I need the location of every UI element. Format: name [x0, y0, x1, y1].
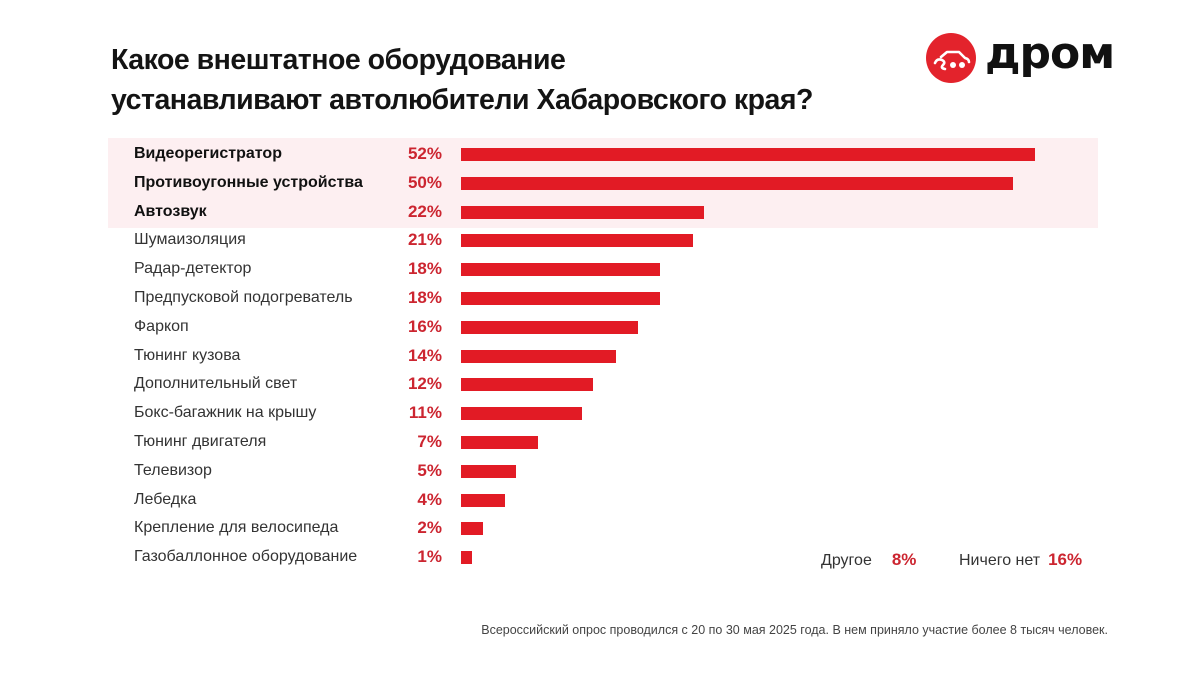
value-label: 52% — [407, 144, 442, 163]
category-label: Радар-детектор — [134, 260, 252, 278]
category-label: Дополнительный свет — [134, 375, 298, 393]
value-label: 12% — [407, 374, 442, 394]
bar — [461, 378, 594, 392]
value-label: 50% — [407, 172, 442, 192]
bar — [461, 148, 1035, 161]
extra-label: Другое — [821, 552, 872, 569]
category-label: Тюнинг двигателя — [134, 433, 267, 450]
value-label: 21% — [407, 230, 442, 250]
category-label: Предпусковой подогреватель — [134, 289, 353, 306]
chart-title: Какое внештатное оборудование устанавлив… — [111, 40, 813, 120]
category-label: Газобаллонное оборудование — [134, 548, 358, 566]
category-label: Крепление для велосипеда — [134, 519, 339, 537]
value-label: 4% — [417, 489, 442, 509]
title-line-2: устанавливают автолюбители Хабаровского … — [111, 84, 813, 116]
category-label: Телевизор — [134, 461, 212, 479]
bar — [461, 205, 704, 219]
bar — [461, 349, 616, 363]
category-label: Бокс-багажник на крышу — [134, 404, 317, 422]
logo-wordmark: дром — [985, 28, 1115, 79]
value-label: 2% — [417, 518, 442, 538]
value-label: 5% — [417, 460, 442, 480]
extra-value: 8% — [891, 550, 917, 569]
bar — [461, 320, 638, 334]
category-label: Фаркоп — [134, 317, 189, 335]
value-label: 18% — [407, 259, 442, 279]
extra-label: Ничего нет — [959, 552, 1041, 569]
extra-item-nothing: Ничего нет 16% — [959, 549, 1082, 572]
category-label: Противоугонные устройства — [134, 173, 363, 191]
bar — [461, 176, 1013, 190]
value-label: 7% — [417, 432, 442, 451]
bar — [461, 436, 539, 449]
category-label: Шумаизоляция — [134, 231, 246, 249]
bar — [461, 292, 660, 305]
car-circle-icon — [926, 33, 976, 83]
value-label: 11% — [408, 403, 442, 423]
bar — [461, 407, 583, 421]
category-label: Лебедка — [134, 490, 197, 508]
bar — [461, 464, 517, 478]
value-label: 14% — [407, 345, 442, 365]
category-label: Видеорегистратор — [134, 145, 282, 162]
extra-item-other: Другое 8% — [821, 549, 916, 572]
bar — [461, 551, 473, 565]
value-label: 16% — [407, 316, 442, 336]
bar — [461, 234, 693, 248]
title-line-1: Какое внештатное оборудование — [111, 44, 566, 76]
bar — [461, 263, 660, 277]
value-label: 1% — [417, 547, 442, 567]
value-label: 22% — [407, 201, 442, 221]
category-label: Автозвук — [134, 202, 207, 220]
car-glyph-icon — [933, 50, 971, 71]
extra-value: 16% — [1048, 550, 1083, 569]
category-label: Тюнинг кузова — [134, 346, 241, 364]
bar — [461, 522, 484, 536]
drom-logo: дром — [926, 29, 1115, 83]
value-label: 18% — [407, 288, 442, 307]
survey-footnote: Всероссийский опрос проводился с 20 по 3… — [481, 623, 1108, 637]
bar — [461, 493, 506, 507]
